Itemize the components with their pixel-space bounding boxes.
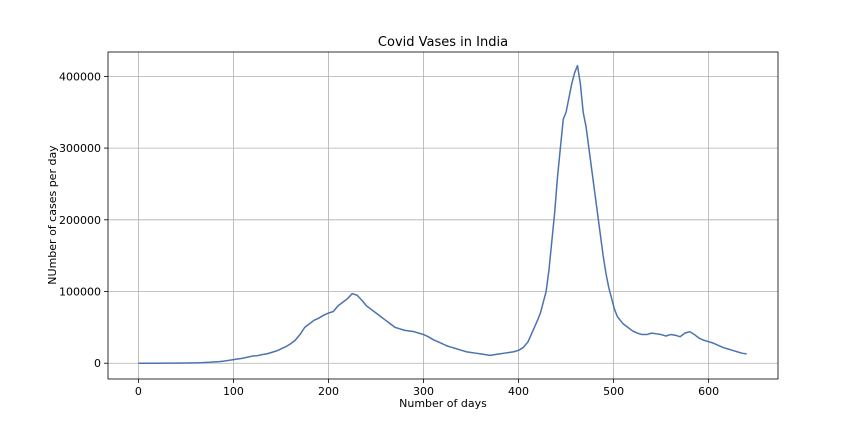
y-tick-label: 200000 bbox=[59, 214, 101, 227]
x-tick-label: 0 bbox=[135, 385, 142, 398]
x-tick-label: 400 bbox=[508, 385, 529, 398]
x-axis-ticks: 0 100 200 300 400 500 600 bbox=[135, 379, 719, 398]
x-tick-label: 600 bbox=[698, 385, 719, 398]
y-tick-label: 400000 bbox=[59, 70, 101, 83]
x-tick-label: 200 bbox=[318, 385, 339, 398]
y-tick-label: 0 bbox=[94, 357, 101, 370]
y-axis-ticks: 0 100000 200000 300000 400000 bbox=[59, 70, 108, 370]
y-tick-label: 300000 bbox=[59, 142, 101, 155]
x-tick-label: 100 bbox=[223, 385, 244, 398]
x-axis-label: Number of days bbox=[399, 397, 487, 410]
x-tick-label: 300 bbox=[413, 385, 434, 398]
chart-title: Covid Vases in India bbox=[378, 35, 508, 50]
x-tick-label: 500 bbox=[603, 385, 624, 398]
grid-lines bbox=[108, 52, 778, 379]
plot-frame bbox=[107, 51, 779, 380]
y-tick-label: 100000 bbox=[59, 286, 101, 299]
series-line bbox=[138, 64, 747, 364]
y-axis-label: NUmber of cases per day bbox=[46, 145, 59, 285]
series-layer bbox=[138, 64, 747, 364]
